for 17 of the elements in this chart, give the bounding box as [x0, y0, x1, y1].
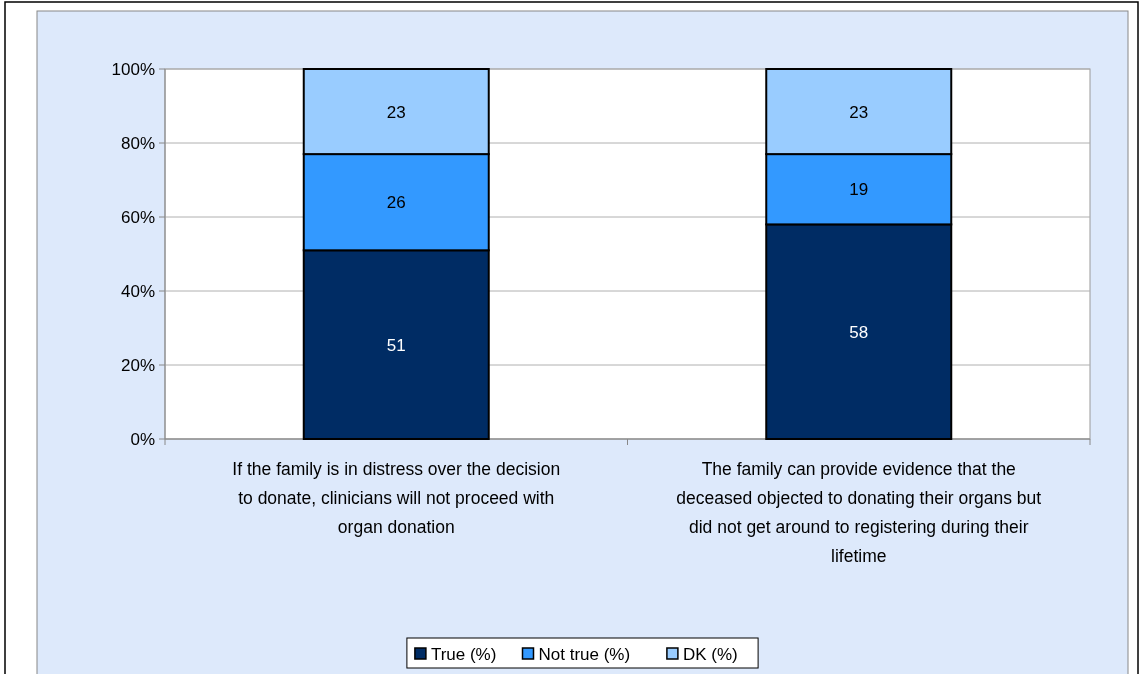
x-tick-label: The family can provide evidence that the deceased objected to donating their organs but did not get around to registering during their lifetime: [676, 459, 1042, 566]
y-tick-label: 40%: [120, 282, 155, 301]
legend-label: Not true (%): [538, 645, 631, 664]
y-tick-label: 100%: [111, 60, 155, 79]
data-label: 19: [849, 180, 869, 200]
data-label: 51: [386, 335, 406, 355]
data-label: 23: [849, 102, 869, 122]
legend-label: True (%): [430, 645, 497, 664]
data-label: 58: [849, 322, 869, 342]
y-tick-label: 0%: [130, 430, 155, 449]
y-tick-label: 60%: [120, 208, 155, 227]
x-tick-label: If the family is in distress over the decision to donate, clinicians will not proceed with organ donation: [232, 459, 561, 537]
data-label: 23: [386, 102, 406, 122]
y-tick-label: 20%: [120, 356, 155, 375]
y-tick-label: 80%: [120, 134, 155, 153]
data-label: 26: [386, 193, 406, 213]
legend-label: DK (%): [682, 645, 738, 664]
